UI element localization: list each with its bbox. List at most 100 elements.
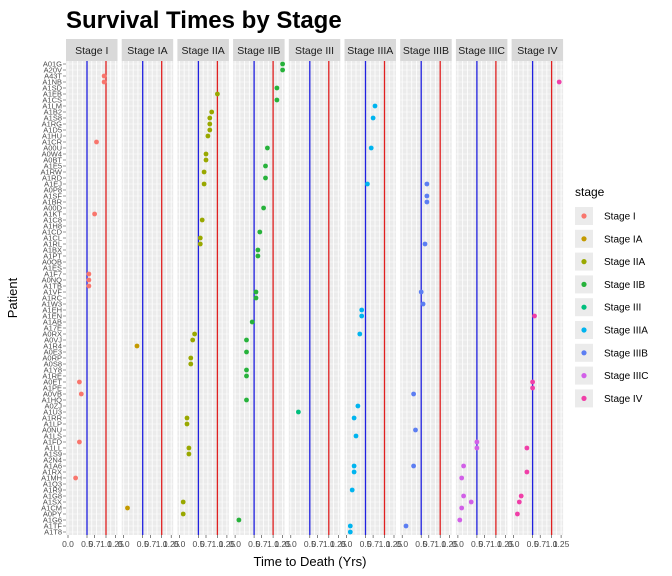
facet-strip xyxy=(344,39,396,61)
y-tick-label: A1SX xyxy=(43,498,62,507)
data-point xyxy=(349,487,355,493)
data-point xyxy=(244,337,249,343)
y-tick-label: A0PY xyxy=(43,510,62,519)
data-point xyxy=(263,175,268,181)
data-point xyxy=(530,385,535,391)
y-tick-label: A1ES xyxy=(43,264,62,273)
y-tick-label: A0E3 xyxy=(44,348,62,357)
facet-strip xyxy=(177,39,229,61)
legend-label: Stage IIIA xyxy=(604,326,648,337)
y-tick-label: A0VJ xyxy=(44,336,62,345)
x-tick-label: 0.0 xyxy=(508,539,520,549)
legend-swatch xyxy=(581,304,587,310)
data-point xyxy=(184,415,190,421)
data-point xyxy=(424,199,430,205)
facet-panel: Stage IIIA 0.0 0.50.7 1.01.25 xyxy=(341,39,403,549)
x-tick-label: 1.25 xyxy=(107,539,124,549)
legend-label: Stage IIA xyxy=(604,257,645,268)
legend-swatch xyxy=(581,236,587,242)
y-tick-label: A1G8 xyxy=(43,492,62,501)
legend-label: Stage IIIC xyxy=(604,371,648,382)
data-point xyxy=(359,307,365,313)
legend: stage Stage I Stage IA Stage IIA Stage IIB St… xyxy=(575,185,648,408)
facet-strip xyxy=(455,39,508,61)
data-point xyxy=(186,445,192,451)
data-point xyxy=(518,493,524,499)
data-point xyxy=(420,301,426,307)
x-tick-label: 0.5 xyxy=(527,539,539,549)
data-point xyxy=(457,517,463,523)
data-point xyxy=(188,355,194,361)
y-tick-label: A1PT xyxy=(43,252,62,261)
data-point xyxy=(199,217,205,223)
data-point xyxy=(192,331,198,337)
x-tick-label: 0.7 xyxy=(144,539,156,549)
y-tick-label: A1BX xyxy=(43,246,62,255)
x-tick-label: 0.0 xyxy=(341,539,353,549)
y-tick-label: A43T xyxy=(44,72,62,81)
data-point xyxy=(184,421,190,427)
x-tick-label: 0.5 xyxy=(360,539,372,549)
data-point xyxy=(403,523,409,529)
data-point xyxy=(205,133,211,139)
data-point xyxy=(255,247,261,253)
data-point xyxy=(253,295,259,301)
y-tick-label: A1HQ xyxy=(42,396,63,405)
x-tick-label: 0.0 xyxy=(452,539,464,549)
data-point xyxy=(347,529,353,535)
data-point xyxy=(370,115,376,121)
legend-swatch xyxy=(581,213,587,219)
x-tick-label: 1.25 xyxy=(219,539,236,549)
x-tick-label: 0.7 xyxy=(200,539,212,549)
legend-label: Stage I xyxy=(604,212,636,223)
y-tick-label: A1G6 xyxy=(43,516,62,525)
y-tick-label: A1F7 xyxy=(44,270,62,279)
data-point xyxy=(461,493,466,499)
y-tick-label: A1D5 xyxy=(43,126,62,135)
facet-strip-label: Stage IIIC xyxy=(458,45,505,57)
data-point xyxy=(532,313,537,319)
facet-strip-label: Stage IIIB xyxy=(403,45,449,57)
x-tick-label: 0.0 xyxy=(396,539,408,549)
legend-label: Stage III xyxy=(604,303,641,314)
data-point xyxy=(459,505,465,511)
y-tick-label: A1CD xyxy=(42,228,63,237)
y-tick-label: A20V xyxy=(44,66,62,75)
data-point xyxy=(524,445,530,451)
data-point xyxy=(351,469,357,475)
facet-panel: Stage I 0.0 0.50.7 1.01.25 xyxy=(62,39,124,549)
x-tick-label: 0.7 xyxy=(89,539,101,549)
facet-panel: Stage IV 0.0 0.50.7 1.01.25 xyxy=(508,39,570,549)
y-tick-label: A0NU xyxy=(42,426,62,435)
y-tick-label: A1RC xyxy=(42,294,63,303)
data-point xyxy=(197,235,203,241)
y-tick-label: A17E xyxy=(44,324,62,333)
data-point xyxy=(351,415,357,421)
data-point xyxy=(459,475,465,481)
facet-strip-label: Stage IA xyxy=(127,45,167,57)
y-tick-label: A1B2 xyxy=(44,108,62,117)
x-tick-label: 0.5 xyxy=(471,539,483,549)
y-tick-label: A1CS xyxy=(42,96,62,105)
facet-strip xyxy=(121,39,174,61)
y-tick-label: A1U3 xyxy=(43,408,62,417)
y-tick-label: A1RE xyxy=(42,372,62,381)
y-tick-label: A1Y8 xyxy=(44,366,62,375)
y-tick-label: A0RP xyxy=(42,354,62,363)
x-tick-label: 0.0 xyxy=(229,539,241,549)
x-tick-label: 0.5 xyxy=(81,539,93,549)
data-point xyxy=(418,289,424,295)
y-tick-label: A0W4 xyxy=(42,150,62,159)
data-point xyxy=(347,523,353,529)
data-point xyxy=(359,313,365,319)
x-tick-label: 1.0 xyxy=(323,539,335,549)
data-point xyxy=(280,61,285,67)
x-tick-label: 0.7 xyxy=(423,539,435,549)
legend-label: Stage IV xyxy=(604,394,643,405)
y-tick-label: A1Q3 xyxy=(43,480,62,489)
y-tick-label: A0VB xyxy=(43,390,62,399)
y-tick-label: A1S8 xyxy=(44,114,62,123)
data-point xyxy=(125,505,130,511)
facet-strip-label: Stage IIB xyxy=(237,45,280,57)
